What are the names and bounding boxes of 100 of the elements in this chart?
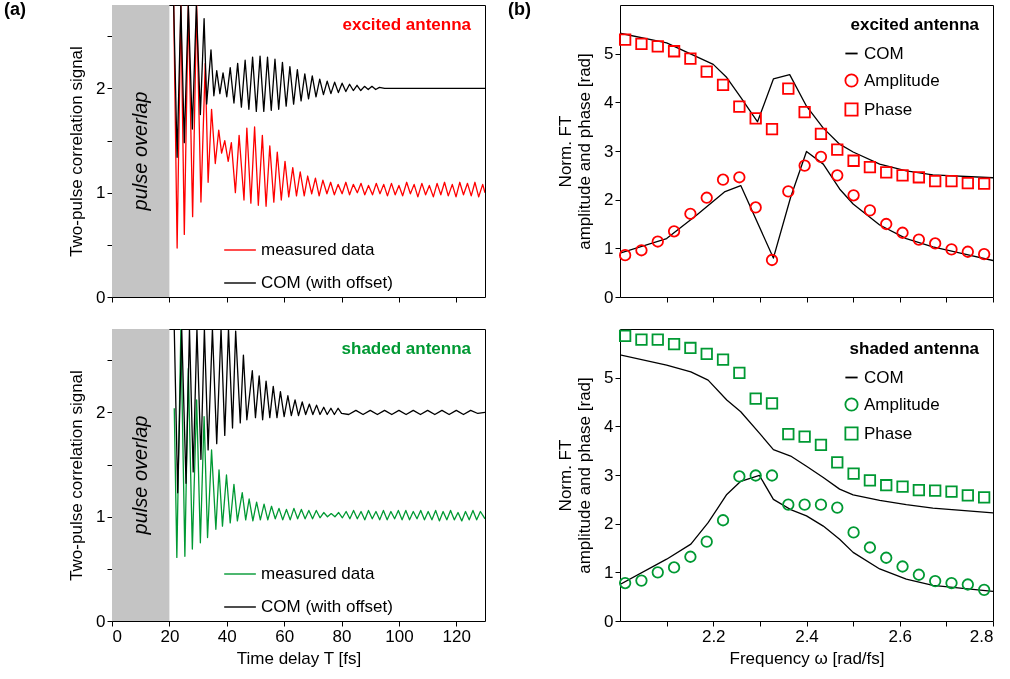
point [684, 207, 697, 220]
x-axis-title: Time delay T [fs] [236, 648, 362, 668]
line-series [173, 329, 485, 559]
point [831, 169, 844, 182]
point [635, 37, 648, 51]
point [782, 82, 795, 95]
y-axis-title: Norm. FT amplitude and phase [rad] [556, 377, 595, 574]
y-axis-title: Two-pulse correlation signal [67, 46, 87, 257]
annotation: excited antenna [850, 15, 980, 34]
y-tick-label: 0 [96, 611, 106, 631]
legend-label: COM (with offset) [261, 273, 393, 292]
y-tick-label: 4 [604, 416, 614, 436]
point [814, 127, 828, 141]
point [945, 243, 958, 256]
x-tick-label: 60 [275, 626, 295, 646]
point [896, 169, 909, 182]
point [831, 143, 844, 156]
y-tick-label: 5 [604, 368, 614, 388]
y-tick-label: 2 [604, 190, 614, 210]
x-tick-label: 0 [112, 626, 122, 646]
point [733, 100, 746, 113]
legend-label: COM [864, 367, 904, 387]
x-tick-label: 2.4 [795, 626, 819, 646]
point [847, 154, 860, 167]
point [978, 248, 991, 261]
y-tick-label: 1 [604, 562, 614, 582]
legend-label: measured data [261, 240, 375, 259]
y-tick-label: 0 [96, 287, 106, 307]
point [847, 189, 860, 202]
annotation: excited antenna [342, 15, 472, 34]
point [880, 217, 893, 231]
point [912, 171, 926, 184]
y-tick-label: 3 [604, 465, 614, 485]
legend-label: measured data [261, 564, 375, 583]
point [863, 204, 877, 217]
point [961, 245, 974, 258]
y-tick-label: 0 [604, 611, 614, 631]
point [700, 191, 713, 204]
point [912, 233, 926, 246]
point [749, 201, 762, 214]
point [618, 33, 632, 46]
legend-label: COM (with offset) [261, 597, 393, 616]
point [749, 112, 762, 125]
point [651, 40, 664, 53]
point [961, 176, 974, 190]
point [618, 249, 632, 262]
point [896, 226, 909, 239]
y-tick-label: 3 [604, 141, 614, 161]
point [814, 150, 828, 163]
y-tick-label: 0 [604, 287, 614, 307]
point [635, 244, 648, 257]
legend-label: Amplitude [864, 70, 940, 90]
legend-label: Amplitude [864, 394, 940, 414]
x-axis-title: Frequency ω [rad/fs] [729, 648, 885, 668]
x-tick-label: 100 [385, 626, 414, 646]
point [798, 159, 811, 172]
point [716, 173, 730, 186]
point [651, 235, 664, 248]
legend-label: Phase [864, 99, 913, 119]
point [880, 166, 893, 179]
y-axis-title: Two-pulse correlation signal [67, 370, 87, 581]
y-tick-label: 2 [96, 402, 106, 422]
annotation: shaded antenna [849, 339, 980, 358]
legend-label: Phase [864, 423, 913, 443]
chart-title: (b) [508, 0, 531, 19]
point [716, 78, 730, 91]
point [667, 225, 681, 238]
x-tick-label: 120 [442, 626, 471, 646]
y-tick-label: 1 [96, 183, 106, 203]
band-label: pulse overlap [128, 415, 151, 536]
y-tick-label: 1 [604, 238, 614, 258]
point [765, 253, 779, 267]
point [684, 52, 697, 65]
point [929, 237, 942, 250]
x-tick-label: 20 [160, 626, 180, 646]
x-tick-label: 2.6 [888, 626, 913, 646]
x-tick-label: 80 [332, 626, 352, 646]
point [667, 45, 681, 58]
point [945, 175, 958, 188]
point [929, 175, 942, 188]
x-tick-label: 2.8 [969, 626, 994, 646]
chart-title: (a) [4, 0, 26, 19]
point [863, 160, 877, 174]
x-tick-label: 40 [217, 626, 237, 646]
point [733, 171, 746, 184]
x-tick-label: 2.2 [701, 626, 726, 646]
point [798, 105, 811, 119]
point [978, 177, 991, 190]
y-tick-label: 1 [96, 507, 106, 527]
y-axis-title: Norm. FT amplitude and phase [rad] [556, 53, 595, 250]
y-tick-label: 2 [604, 514, 614, 534]
y-tick-label: 2 [96, 78, 106, 98]
y-tick-label: 4 [604, 92, 614, 112]
point [700, 65, 713, 78]
band-label: pulse overlap [128, 91, 151, 212]
point [782, 185, 795, 198]
legend-label: COM [864, 43, 904, 63]
annotation: shaded antenna [341, 339, 472, 358]
y-tick-label: 5 [604, 44, 614, 64]
point [765, 122, 779, 136]
